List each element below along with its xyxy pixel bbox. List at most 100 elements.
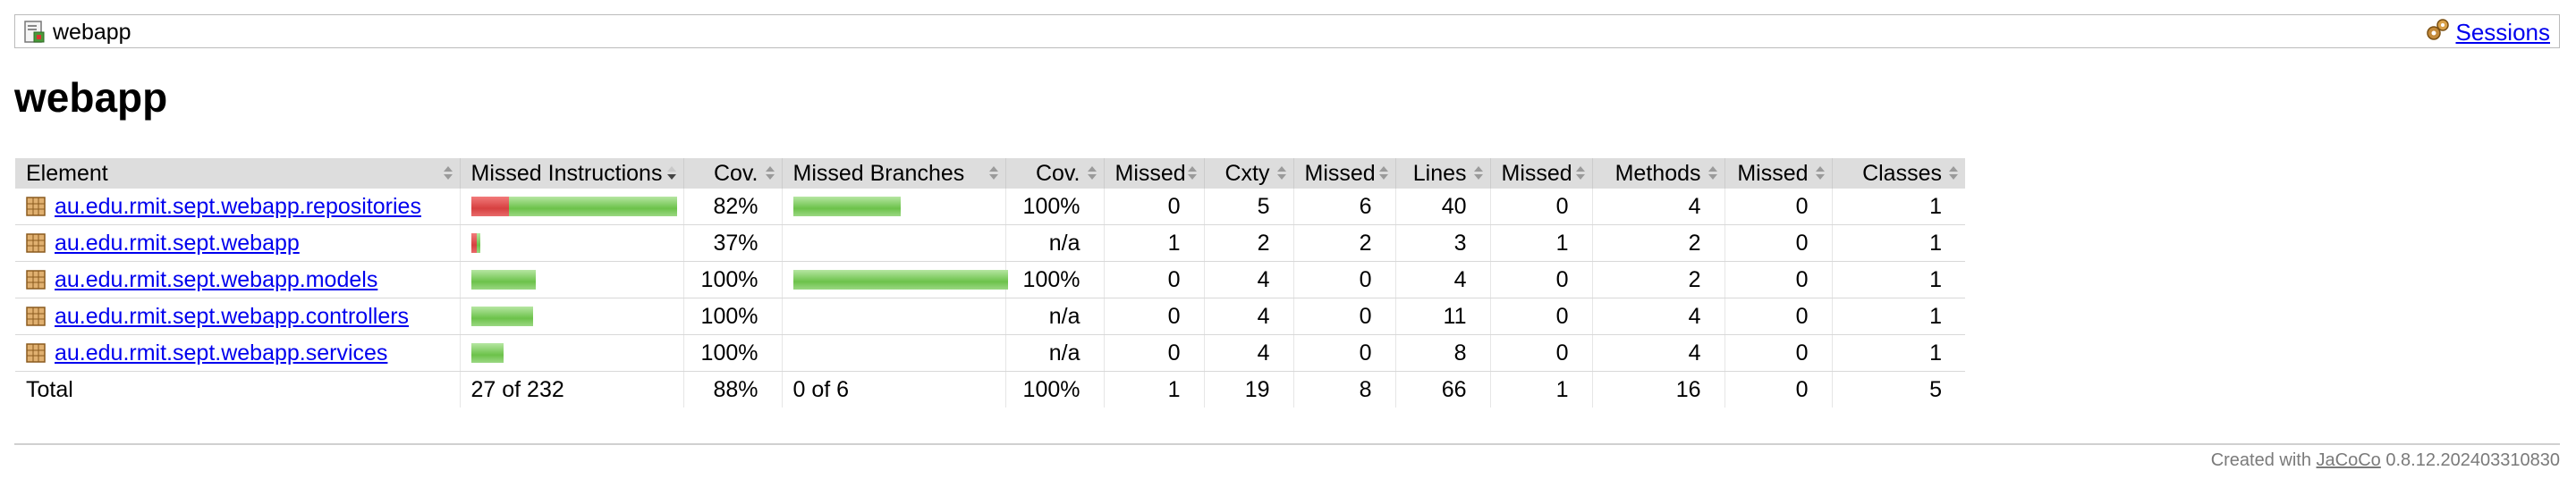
total-lines: 66 (1394, 371, 1490, 408)
header-missed-branches[interactable]: Missed Branches (781, 158, 1005, 189)
missed-cxty-value: 0 (1103, 298, 1204, 335)
sort-icon[interactable] (1707, 166, 1717, 181)
instructions-coverage-bar (470, 233, 678, 253)
sort-icon[interactable] (1815, 166, 1825, 181)
footer-prefix: Created with (2210, 450, 2311, 470)
package-cell[interactable]: au.edu.rmit.sept.webapp.repositories (15, 189, 460, 225)
missed-segment (470, 233, 477, 253)
sort-icon[interactable] (1949, 166, 1958, 181)
classes-value: 1 (1831, 189, 1965, 225)
package-icon (26, 306, 46, 326)
instructions-coverage-bar (470, 270, 678, 290)
sort-icon[interactable] (1473, 166, 1483, 181)
missed-lines-value: 0 (1292, 261, 1395, 298)
missed-lines-value: 0 (1292, 334, 1395, 372)
total-instr-cov: 88% (682, 371, 782, 408)
cxty-value: 5 (1203, 189, 1293, 225)
branches-coverage-bar (792, 197, 1000, 216)
missed-classes-value: 0 (1724, 298, 1832, 335)
missed-classes-value: 0 (1724, 334, 1832, 372)
table-row: au.edu.rmit.sept.webapp.repositories 82% 1… (15, 189, 1965, 225)
package-icon (26, 342, 46, 363)
lines-value: 40 (1394, 189, 1490, 225)
total-missed-cxty: 1 (1103, 371, 1204, 408)
table-row: au.edu.rmit.sept.webapp.controllers 100% n… (15, 298, 1965, 335)
missed-methods-value: 0 (1489, 298, 1592, 335)
sort-icon[interactable] (1187, 166, 1197, 181)
header-element[interactable]: Element (15, 158, 460, 189)
header-branch-cov[interactable]: Cov. (1004, 158, 1104, 189)
package-cell[interactable]: au.edu.rmit.sept.webapp.models (15, 261, 460, 298)
total-branches: 0 of 6 (781, 371, 1005, 408)
breadcrumb-label: webapp (53, 19, 131, 45)
missed-branches-bar-cell (781, 224, 1005, 262)
missed-instructions-bar-cell (459, 224, 683, 262)
table-row: au.edu.rmit.sept.webapp 37% n/a 1 2 2 3 1 2 0 1 (15, 224, 1965, 262)
header-missed-methods[interactable]: Missed (1489, 158, 1592, 189)
package-link[interactable]: au.edu.rmit.sept.webapp (55, 230, 300, 256)
header-classes[interactable]: Classes (1831, 158, 1965, 189)
instr-cov-value: 100% (682, 334, 782, 372)
package-cell[interactable]: au.edu.rmit.sept.webapp (15, 224, 460, 262)
sessions-link[interactable]: Sessions (2455, 18, 2551, 46)
classes-value: 1 (1831, 224, 1965, 262)
missed-cxty-value: 0 (1103, 189, 1204, 225)
cxty-value: 4 (1203, 334, 1293, 372)
covered-segment (470, 343, 504, 363)
covered-segment (508, 197, 677, 216)
lines-value: 8 (1394, 334, 1490, 372)
classes-value: 1 (1831, 298, 1965, 335)
jacoco-link[interactable]: JaCoCo (2316, 450, 2381, 470)
header-methods[interactable]: Methods (1591, 158, 1724, 189)
package-link[interactable]: au.edu.rmit.sept.webapp.services (55, 340, 388, 366)
lines-value: 4 (1394, 261, 1490, 298)
instr-cov-value: 82% (682, 189, 782, 225)
sort-icon[interactable] (1276, 166, 1286, 181)
sort-icon[interactable] (1378, 166, 1388, 181)
missed-cxty-value: 0 (1103, 261, 1204, 298)
header-lines[interactable]: Lines (1394, 158, 1490, 189)
sort-icon[interactable] (988, 166, 998, 181)
sort-icon[interactable] (1087, 166, 1097, 181)
methods-value: 2 (1591, 224, 1724, 262)
methods-value: 4 (1591, 298, 1724, 335)
package-icon (26, 269, 46, 290)
branch-cov-value: n/a (1004, 334, 1104, 372)
page-title: webapp (14, 74, 168, 121)
total-missed-classes: 0 (1724, 371, 1832, 408)
header-missed-cxty[interactable]: Missed (1103, 158, 1204, 189)
classes-value: 1 (1831, 334, 1965, 372)
sort-icon[interactable] (765, 166, 775, 181)
header-missed-classes[interactable]: Missed (1724, 158, 1832, 189)
missed-methods-value: 0 (1489, 334, 1592, 372)
methods-value: 4 (1591, 334, 1724, 372)
package-cell[interactable]: au.edu.rmit.sept.webapp.services (15, 334, 460, 372)
missed-branches-bar-cell (781, 261, 1008, 298)
covered-segment (476, 233, 481, 253)
sessions-icon[interactable] (2425, 17, 2452, 48)
header-missed-instructions[interactable]: Missed Instructions (459, 158, 683, 189)
package-link[interactable]: au.edu.rmit.sept.webapp.controllers (55, 303, 410, 329)
sort-desc-icon[interactable] (666, 166, 676, 181)
header-missed-lines[interactable]: Missed (1292, 158, 1395, 189)
cxty-value: 4 (1203, 298, 1293, 335)
covered-segment (470, 307, 534, 326)
header-instr-cov[interactable]: Cov. (682, 158, 782, 189)
sort-icon[interactable] (1575, 166, 1585, 181)
total-branch-cov: 100% (1004, 371, 1104, 408)
header-cxty[interactable]: Cxty (1203, 158, 1293, 189)
covered-segment (470, 270, 536, 290)
package-link[interactable]: au.edu.rmit.sept.webapp.repositories (55, 193, 421, 219)
missed-lines-value: 2 (1292, 224, 1395, 262)
missed-instructions-bar-cell (459, 261, 683, 298)
coverage-table: Element Missed Instructions Cov. Missed … (15, 158, 1965, 408)
sessions-link-group[interactable]: Sessions (2425, 17, 2551, 48)
instructions-coverage-bar (470, 343, 678, 363)
missed-classes-value: 0 (1724, 189, 1832, 225)
instr-cov-value: 37% (682, 224, 782, 262)
package-cell[interactable]: au.edu.rmit.sept.webapp.controllers (15, 298, 460, 335)
missed-instructions-bar-cell (459, 298, 683, 335)
package-link[interactable]: au.edu.rmit.sept.webapp.models (55, 266, 378, 292)
instr-cov-value: 100% (682, 298, 782, 335)
sort-icon[interactable] (443, 166, 453, 181)
